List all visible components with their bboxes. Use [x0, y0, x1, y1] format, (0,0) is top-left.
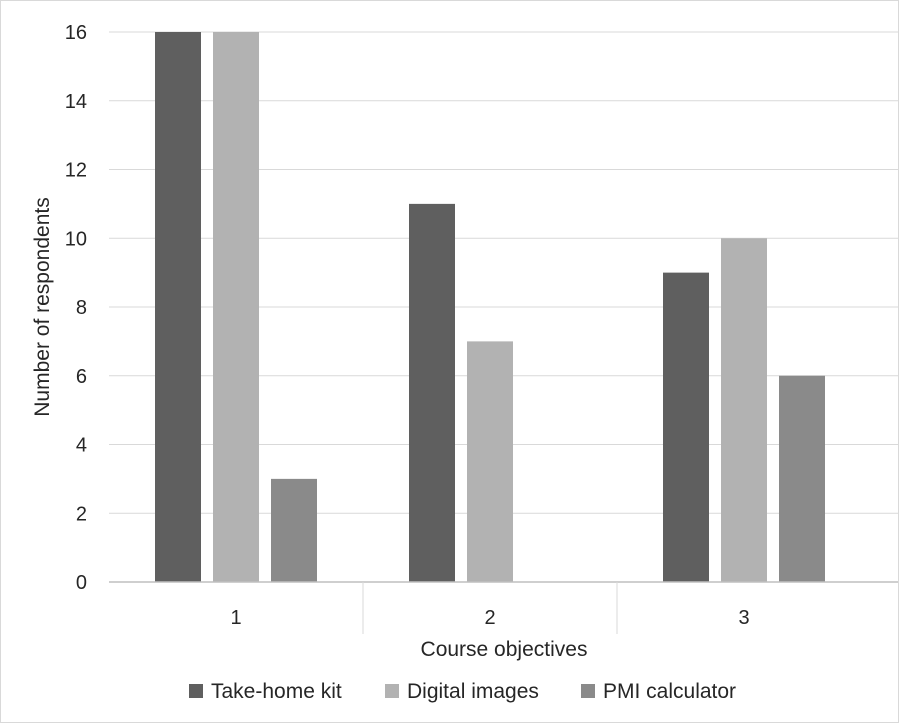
y-tick-label: 10 — [65, 228, 87, 250]
bar-digital-images-cat-3 — [721, 238, 767, 582]
y-tick-label: 12 — [65, 160, 87, 182]
bar-pmi-calculator-cat-1 — [271, 478, 317, 582]
bar-take-home-kit-cat-2 — [409, 203, 455, 582]
y-tick-label: 2 — [76, 503, 87, 525]
legend-label: PMI calculator — [603, 680, 736, 703]
bar-digital-images-cat-2 — [467, 341, 513, 582]
y-tick-label: 8 — [76, 297, 87, 319]
x-tick-label: 2 — [484, 607, 495, 629]
bar-pmi-calculator-cat-3 — [779, 375, 825, 582]
bar-take-home-kit-cat-1 — [155, 32, 201, 582]
legend-swatch — [189, 684, 203, 698]
legend-swatch — [581, 684, 595, 698]
legend-label: Take-home kit — [211, 680, 342, 703]
x-axis-title: Course objectives — [421, 638, 588, 661]
bar-digital-images-cat-1 — [213, 32, 259, 582]
x-axis: 1 2 3 — [109, 581, 898, 634]
y-tick-label: 0 — [76, 572, 87, 594]
bars — [155, 32, 825, 582]
legend: Take-home kit Digital images PMI calculato… — [189, 680, 736, 703]
bar-take-home-kit-cat-3 — [663, 272, 709, 582]
y-tick-label: 6 — [76, 366, 87, 388]
y-tick-label: 14 — [65, 91, 87, 113]
y-tick-label: 4 — [76, 435, 87, 457]
y-axis-tick-labels: 0 2 4 6 8 10 12 14 16 — [65, 22, 87, 594]
x-tick-label: 3 — [738, 607, 749, 629]
y-axis-title: Number of respondents — [31, 197, 54, 416]
legend-label: Digital images — [407, 680, 539, 703]
y-tick-label: 16 — [65, 22, 87, 44]
legend-swatch — [385, 684, 399, 698]
x-tick-label: 1 — [230, 607, 241, 629]
